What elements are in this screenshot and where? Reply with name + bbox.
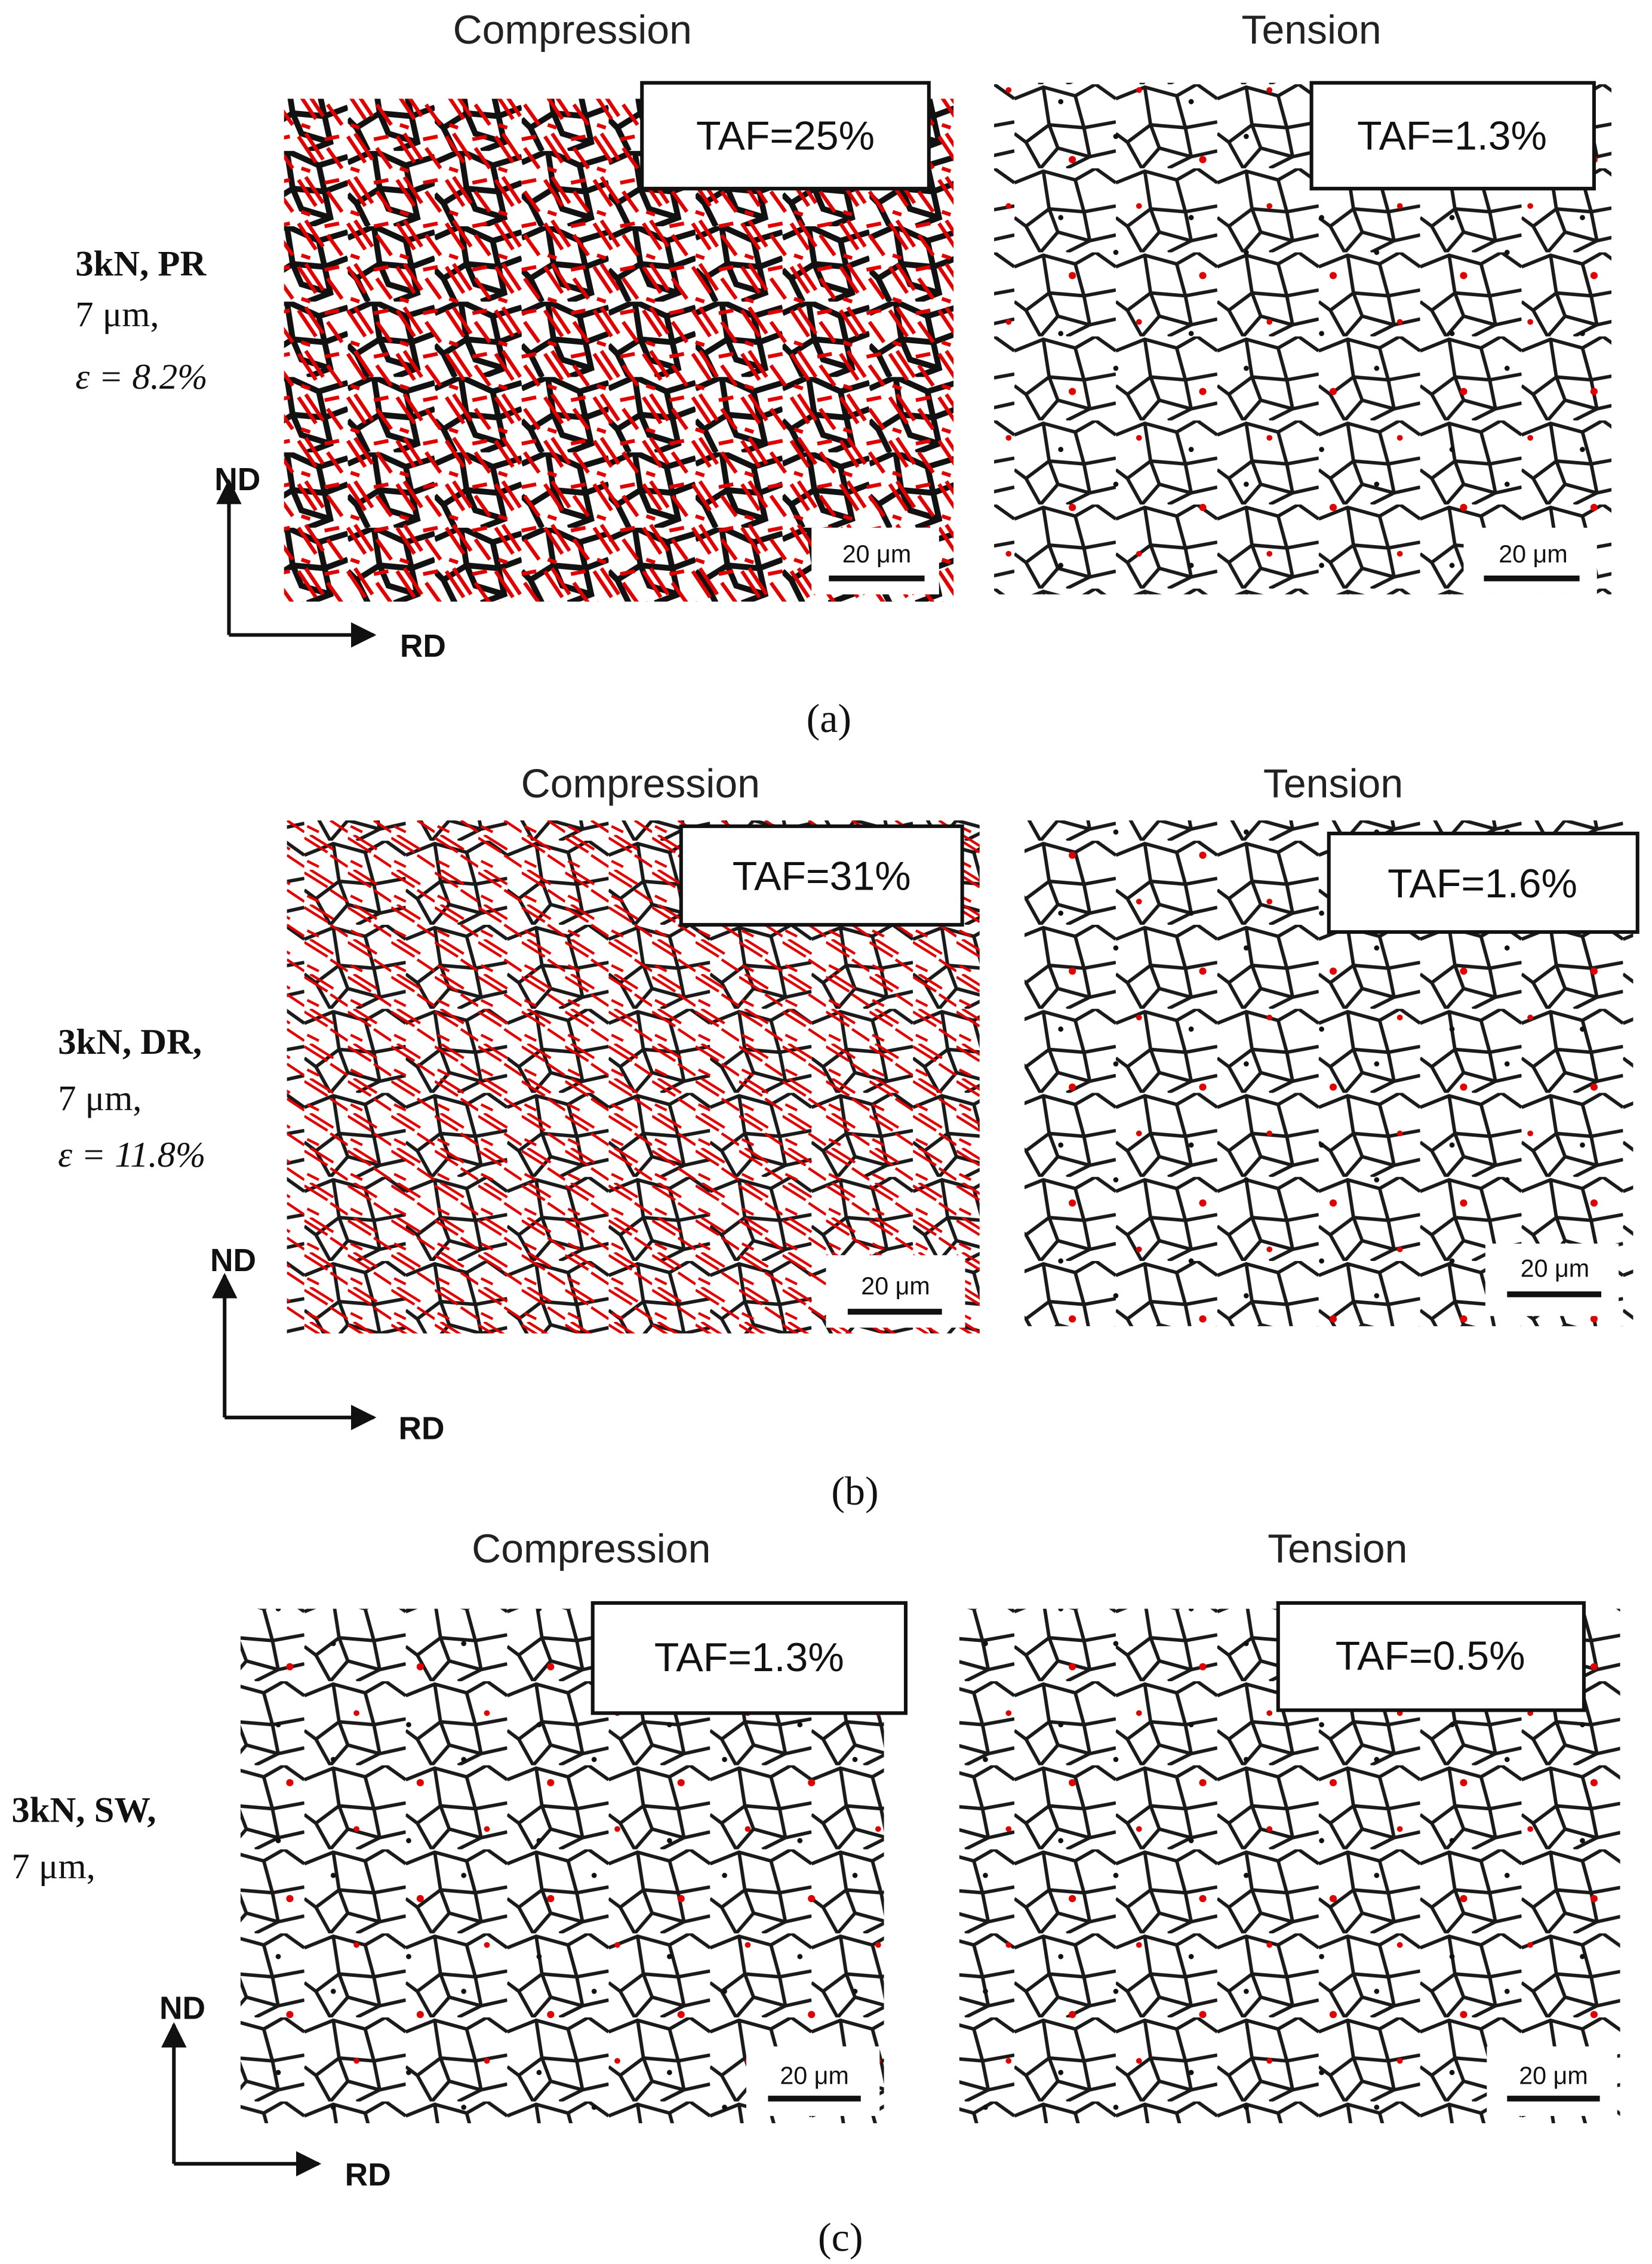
taf-label: TAF=1.3% <box>1357 113 1547 158</box>
scale-label: 20 μm <box>1521 1255 1589 1282</box>
panel-a: Compression Tension TAF=25% TAF=1.3% 20 … <box>75 7 1612 741</box>
taf-label: TAF=31% <box>733 854 911 899</box>
panel-label: (b) <box>831 1468 878 1514</box>
axis-label: ND <box>214 462 260 497</box>
panel-label: (c) <box>818 2214 863 2260</box>
scale-label: 20 μm <box>1499 540 1567 568</box>
axis-label: RD <box>345 2158 391 2193</box>
sample-name: 3kN, PR <box>75 244 207 284</box>
sample-strain: ε = 8.2% <box>75 357 208 397</box>
taf-box <box>679 824 964 927</box>
taf-box <box>1276 1601 1586 1712</box>
axis-label: RD <box>398 1411 444 1447</box>
taf-label: TAF=25% <box>696 113 875 158</box>
taf-box <box>590 1601 908 1715</box>
scale-label: 20 μm <box>861 1272 930 1300</box>
map-title: Compression <box>521 761 760 806</box>
taf-label: TAF=0.5% <box>1336 1633 1525 1678</box>
taf-box <box>1309 81 1596 190</box>
scale-label: 20 μm <box>842 540 911 568</box>
scale-bg <box>826 1255 965 1328</box>
sample-size: 7 μm, <box>58 1079 141 1119</box>
scale-bg <box>811 527 939 595</box>
map-title: Tension <box>1242 7 1382 53</box>
scale-label: 20 μm <box>1519 2062 1588 2090</box>
micrograph <box>240 1608 884 2124</box>
panel-c: Compression Tension TAF=1.3% TAF=0.5% 20… <box>11 1526 1620 2260</box>
panel-label: (a) <box>807 696 851 741</box>
scale-bg <box>1487 2046 1617 2117</box>
taf-box <box>1327 831 1639 934</box>
map-title: Tension <box>1263 761 1403 806</box>
sample-name: 3kN, DR, <box>58 1022 202 1062</box>
axis-label: RD <box>400 629 446 664</box>
map-title: Tension <box>1268 1526 1407 1571</box>
map-title: Compression <box>472 1526 710 1571</box>
map-title: Compression <box>453 7 692 53</box>
scale-bg <box>1485 1243 1619 1316</box>
sample-size: 7 μm, <box>75 294 159 334</box>
scale-bg <box>1463 527 1597 595</box>
taf-label: TAF=1.6% <box>1388 861 1577 906</box>
taf-label: TAF=1.3% <box>654 1635 844 1680</box>
sample-strain: ε = 11.8% <box>58 1135 205 1175</box>
taf-box <box>640 81 931 190</box>
scale-bg <box>746 2046 880 2117</box>
panel-b: Compression Tension TAF=31% TAF=1.6% 20 … <box>58 761 1639 1514</box>
scale-label: 20 μm <box>780 2062 848 2090</box>
sample-name: 3kN, SW, <box>11 1790 156 1830</box>
sample-size: 7 μm, <box>11 1847 95 1887</box>
axis-label: ND <box>159 1991 205 2026</box>
axis-label: ND <box>210 1243 256 1278</box>
